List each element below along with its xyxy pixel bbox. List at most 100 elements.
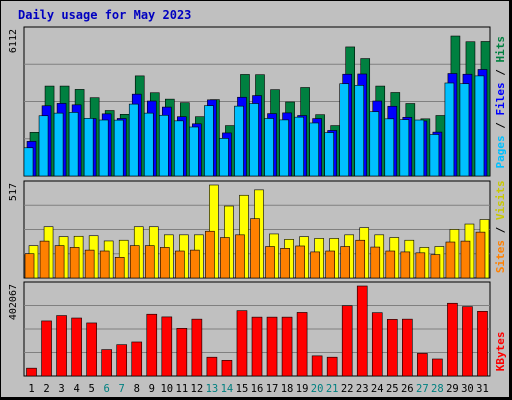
day-label-1: 1 — [28, 383, 34, 395]
bar-pages-day-3 — [53, 112, 64, 177]
bar-pages-day-13 — [204, 105, 214, 177]
bar-pages-day-28 — [429, 134, 440, 177]
bar-kbytes-day-5 — [86, 322, 97, 377]
bar-sites-day-30 — [460, 240, 471, 279]
day-label-7: 7 — [119, 383, 125, 395]
day-label-26: 26 — [401, 383, 414, 395]
legend-kbytes: KBytes — [494, 332, 507, 372]
bar-sites-day-4 — [69, 247, 80, 279]
bar-kbytes-day-18 — [281, 316, 293, 377]
legend-/: / — [494, 116, 507, 136]
day-label-3: 3 — [58, 383, 64, 395]
day-label-28: 28 — [431, 383, 444, 395]
bar-kbytes-day-3 — [56, 315, 67, 377]
bar-sites-day-10 — [160, 247, 170, 279]
bar-sites-day-26 — [400, 251, 411, 279]
bar-kbytes-day-15 — [236, 310, 248, 377]
hits-max-label: 6112 — [8, 29, 19, 53]
bar-kbytes-day-4 — [71, 317, 82, 377]
bar-pages-day-5 — [83, 118, 94, 177]
bar-kbytes-day-30 — [462, 306, 473, 377]
bar-kbytes-day-21 — [326, 356, 338, 377]
bar-pages-day-1 — [23, 147, 34, 177]
bar-kbytes-day-7 — [116, 344, 128, 377]
day-label-18: 18 — [281, 383, 294, 395]
bar-kbytes-day-6 — [101, 349, 112, 377]
bar-sites-day-11 — [175, 250, 185, 279]
day-label-24: 24 — [371, 383, 384, 395]
bar-kbytes-day-9 — [146, 313, 158, 377]
bar-pages-day-4 — [68, 112, 79, 177]
bar-sites-day-12 — [190, 249, 200, 279]
bar-kbytes-day-24 — [371, 312, 383, 377]
bar-sites-day-13 — [205, 230, 215, 279]
visits-max-label: 517 — [8, 183, 19, 201]
chart-title: Daily usage for May 2023 — [18, 8, 192, 22]
bar-sites-day-5 — [84, 249, 95, 279]
day-label-8: 8 — [134, 383, 140, 395]
legend-/: / — [494, 220, 507, 240]
bar-pages-day-6 — [98, 119, 109, 177]
bar-pages-day-27 — [414, 119, 425, 177]
bar-kbytes-day-31 — [477, 311, 488, 377]
day-label-12: 12 — [191, 383, 204, 395]
bar-sites-day-22 — [340, 246, 350, 279]
bar-kbytes-day-16 — [251, 316, 263, 377]
legend-hits: Hits — [494, 36, 507, 63]
day-label-20: 20 — [311, 383, 324, 395]
bar-sites-day-19 — [295, 245, 305, 279]
bar-kbytes-day-12 — [191, 318, 203, 377]
kbytes-max-label: 402067 — [8, 284, 19, 320]
day-label-15: 15 — [236, 383, 249, 395]
bar-pages-day-8 — [128, 103, 139, 177]
bar-kbytes-day-13 — [206, 356, 218, 377]
bar-pages-day-20 — [309, 122, 319, 177]
day-label-19: 19 — [296, 383, 309, 395]
bar-sites-day-7 — [114, 257, 125, 279]
day-label-9: 9 — [149, 383, 155, 395]
day-label-2: 2 — [43, 383, 49, 395]
bar-sites-day-17 — [265, 246, 275, 279]
bar-kbytes-day-11 — [176, 328, 188, 377]
day-label-6: 6 — [104, 383, 110, 395]
bar-sites-day-25 — [385, 250, 396, 279]
day-label-11: 11 — [176, 383, 189, 395]
bar-sites-day-20 — [310, 251, 320, 279]
legend-visits: Visits — [494, 180, 507, 220]
bar-pages-day-18 — [279, 119, 289, 177]
visits-legend: Sites / Visits — [494, 180, 507, 273]
bar-kbytes-day-26 — [402, 318, 413, 377]
bar-pages-day-19 — [294, 116, 304, 177]
bar-kbytes-day-25 — [386, 319, 398, 377]
day-label-22: 22 — [341, 383, 354, 395]
bar-kbytes-day-27 — [417, 353, 428, 377]
bar-kbytes-day-1 — [26, 367, 37, 377]
bar-kbytes-day-29 — [447, 302, 458, 377]
day-label-30: 30 — [461, 383, 474, 395]
bar-pages-day-11 — [174, 120, 184, 177]
bar-pages-day-24 — [369, 111, 380, 177]
day-label-31: 31 — [476, 383, 489, 395]
bar-pages-day-31 — [474, 75, 485, 177]
bar-pages-day-30 — [459, 83, 470, 177]
day-label-10: 10 — [160, 383, 173, 395]
bar-pages-day-17 — [264, 118, 274, 177]
day-label-27: 27 — [416, 383, 429, 395]
bar-pages-day-15 — [234, 105, 244, 177]
day-label-4: 4 — [73, 383, 79, 395]
bar-pages-day-16 — [249, 103, 259, 177]
kbytes-legend: KBytes — [494, 332, 507, 372]
bar-kbytes-day-23 — [356, 285, 368, 377]
bar-pages-day-25 — [384, 118, 395, 177]
bar-pages-day-2 — [38, 115, 49, 177]
day-label-21: 21 — [326, 383, 339, 395]
bar-sites-day-2 — [39, 240, 50, 279]
bar-sites-day-15 — [235, 234, 245, 279]
bar-kbytes-day-10 — [161, 316, 173, 377]
day-label-23: 23 — [356, 383, 369, 395]
bar-kbytes-day-28 — [432, 358, 443, 377]
bar-kbytes-day-2 — [41, 320, 52, 377]
bar-kbytes-day-8 — [131, 341, 143, 377]
day-label-17: 17 — [266, 383, 279, 395]
